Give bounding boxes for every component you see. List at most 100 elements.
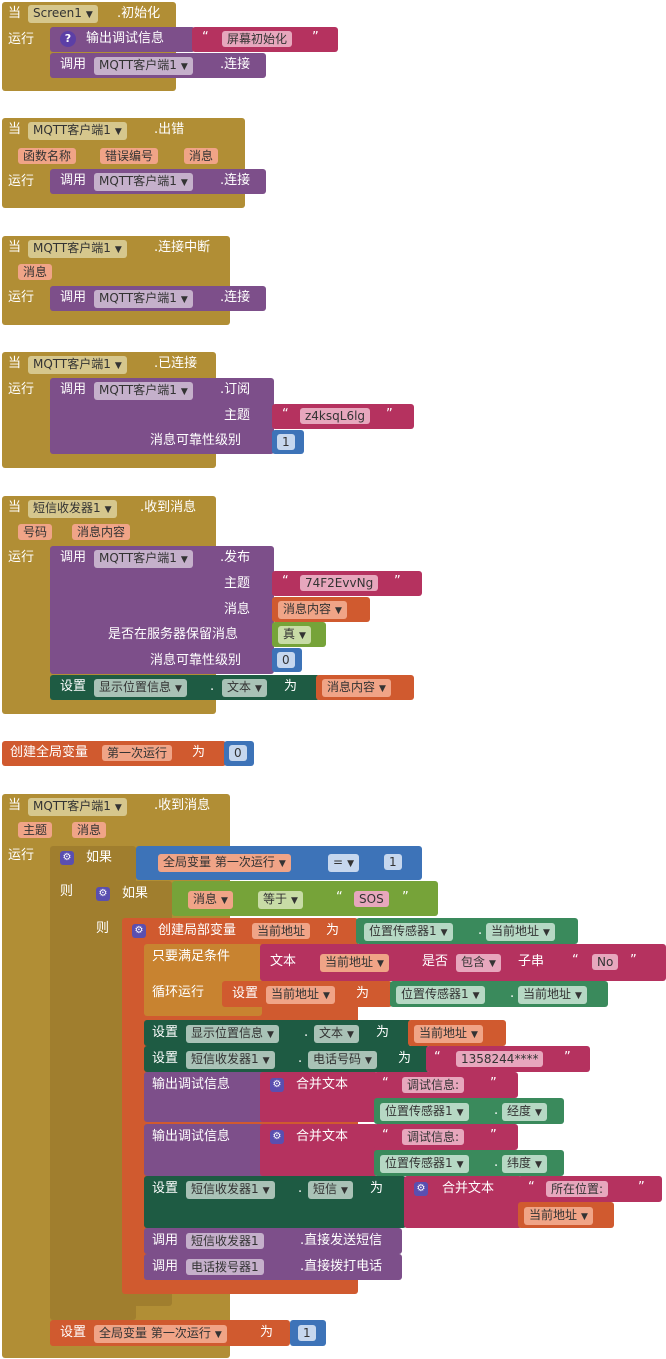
location-text-value[interactable]: 所在位置:	[546, 1181, 609, 1197]
final-set-block[interactable]: 设置 全局变量 第一次运行 ▼ 为	[50, 1320, 290, 1346]
msg-var-dropdown[interactable]: 消息内容 ▼	[278, 601, 347, 619]
set-phone-block[interactable]: 设置 短信收发器1 ▼ . 电话号码 ▼ 为	[144, 1046, 430, 1072]
location-getter-block[interactable]: 位置传感器1 ▼ . 当前地址 ▼	[356, 918, 578, 944]
gear-icon[interactable]: ⚙	[270, 1078, 284, 1092]
contains-block[interactable]: 文本 当前地址 ▼ 是否 包含 ▼ 子串 “ No ”	[260, 944, 666, 981]
set-sms-block[interactable]: 设置 短信收发器1 ▼ . 短信 ▼ 为	[144, 1176, 406, 1228]
call-connect-block[interactable]: 调用 MQTT客户端1 ▼ .连接	[50, 53, 266, 78]
event-block-mqtt-error[interactable]: 当 MQTT客户端1 ▼ .出错 函数名称 错误编号 消息 运行	[2, 118, 245, 208]
value-dropdown[interactable]: 当前地址 ▼	[414, 1025, 483, 1043]
property-dropdown[interactable]: 文本 ▼	[314, 1025, 359, 1043]
call-dial-block[interactable]: 调用 电话拨号器1 .直接拨打电话	[144, 1254, 402, 1280]
param-message-content[interactable]: 消息内容	[72, 524, 131, 540]
help-icon[interactable]: ?	[60, 31, 76, 47]
set-component-block[interactable]: 设置 显示位置信息 ▼ . 文本 ▼ 为	[50, 675, 320, 700]
client-dropdown[interactable]: MQTT客户端1 ▼	[94, 57, 193, 75]
topic-value[interactable]: z4ksqL6lg	[300, 408, 371, 424]
gear-icon[interactable]: ⚙	[60, 851, 74, 865]
param-function-name[interactable]: 函数名称	[18, 148, 77, 164]
loop-var-dropdown[interactable]: 当前地址 ▼	[266, 986, 335, 1004]
loop-set-block[interactable]: 设置 当前地址 ▼ 为	[222, 981, 392, 1007]
topic-text-block[interactable]: “ z4ksqL6lg ”	[272, 404, 414, 429]
message-var-ref[interactable]: 消息 ▼	[188, 891, 233, 909]
component-dropdown[interactable]: MQTT客户端1 ▼	[28, 122, 127, 140]
lng-getter[interactable]: 位置传感器1 ▼ . 经度 ▼	[374, 1098, 564, 1124]
join-lng-block[interactable]: ⚙ 合并文本	[260, 1072, 378, 1122]
text-compare-block[interactable]: 消息 ▼ 等于 ▼ “ SOS ”	[172, 881, 438, 916]
event-block-mqtt-disconnect[interactable]: 当 MQTT客户端1 ▼ .连接中断 消息 运行	[2, 236, 230, 325]
lat-getter[interactable]: 位置传感器1 ▼ . 纬度 ▼	[374, 1150, 564, 1176]
set-display-value[interactable]: 当前地址 ▼	[408, 1020, 506, 1046]
gear-icon[interactable]: ⚙	[414, 1182, 428, 1196]
param-topic[interactable]: 主题	[18, 822, 53, 838]
debug-text-value[interactable]: 调试信息:	[402, 1077, 465, 1093]
component-dropdown[interactable]: 短信收发器1 ▼	[186, 1051, 275, 1069]
component-dropdown[interactable]: 短信收发器1 ▼	[28, 500, 117, 518]
qos-number-block[interactable]: 0	[272, 648, 302, 672]
component-label[interactable]: 电话拨号器1	[186, 1259, 264, 1275]
global-var-block[interactable]: 创建全局变量 第一次运行 为	[2, 741, 226, 766]
param-error-number[interactable]: 错误编号	[100, 148, 159, 164]
debug-lng-block[interactable]: 输出调试信息	[144, 1072, 264, 1122]
param-message[interactable]: 消息	[184, 148, 219, 164]
property-dropdown[interactable]: 电话号码 ▼	[308, 1051, 377, 1069]
final-value[interactable]: 1	[298, 1325, 316, 1341]
phone-text-block[interactable]: “ 1358244**** ”	[426, 1046, 590, 1072]
call-send-sms-block[interactable]: 调用 短信收发器1 .直接发送短信	[144, 1228, 402, 1254]
sms-location-text[interactable]: “ 所在位置: ”	[518, 1176, 662, 1202]
global-var-name[interactable]: 第一次运行	[102, 745, 173, 761]
retain-bool-block[interactable]: 真 ▼	[272, 622, 326, 647]
param-message[interactable]: 消息	[72, 822, 107, 838]
property-dropdown[interactable]: 短信 ▼	[308, 1181, 353, 1199]
set-value-var-block[interactable]: 消息内容 ▼	[316, 675, 414, 700]
component-dropdown[interactable]: Screen1 ▼	[28, 5, 98, 23]
sensor-dropdown[interactable]: 位置传感器1 ▼	[380, 1155, 469, 1173]
client-dropdown[interactable]: MQTT客户端1 ▼	[94, 550, 193, 568]
component-dropdown[interactable]: 显示位置信息 ▼	[94, 679, 187, 697]
retain-dropdown[interactable]: 真 ▼	[278, 626, 311, 644]
sensor-dropdown[interactable]: 位置传感器1 ▼	[364, 923, 453, 941]
debug-text-value[interactable]: 调试信息:	[402, 1129, 465, 1145]
join-lat-block[interactable]: ⚙ 合并文本	[260, 1124, 378, 1176]
sms-address-var[interactable]: 当前地址 ▼	[518, 1202, 614, 1228]
client-dropdown[interactable]: MQTT客户端1 ▼	[94, 173, 193, 191]
sensor-prop-dropdown[interactable]: 当前地址 ▼	[518, 986, 587, 1004]
no-value[interactable]: No	[592, 954, 619, 970]
gear-icon[interactable]: ⚙	[96, 887, 110, 901]
debug-block[interactable]: ? 输出调试信息	[50, 27, 195, 52]
component-dropdown[interactable]: MQTT客户端1 ▼	[28, 798, 127, 816]
component-dropdown[interactable]: MQTT客户端1 ▼	[28, 240, 127, 258]
component-dropdown[interactable]: 显示位置信息 ▼	[186, 1025, 279, 1043]
debug-lng-text[interactable]: “ 调试信息: ”	[374, 1072, 518, 1098]
qos-number-block[interactable]: 1	[272, 430, 304, 454]
final-value-block[interactable]: 1	[290, 1320, 326, 1346]
text-block[interactable]: “ 屏幕初始化 ”	[192, 27, 338, 52]
local-var-name[interactable]: 当前地址	[252, 923, 311, 939]
text-value[interactable]: 屏幕初始化	[222, 31, 293, 47]
join-sms-block[interactable]: ⚙ 合并文本	[404, 1176, 522, 1228]
global-var-dropdown[interactable]: 全局变量 第一次运行 ▼	[94, 1325, 227, 1343]
call-subscribe-block[interactable]: 调用 MQTT客户端1 ▼ .订阅 主题 消息可靠性级别	[50, 378, 274, 454]
msg-var-block[interactable]: 消息内容 ▼	[272, 597, 370, 622]
qos-value[interactable]: 1	[277, 434, 295, 450]
text-compare-op[interactable]: 等于 ▼	[258, 891, 303, 909]
sensor-prop-dropdown[interactable]: 纬度 ▼	[502, 1155, 547, 1173]
component-dropdown[interactable]: 短信收发器1 ▼	[186, 1181, 275, 1199]
debug-lat-text[interactable]: “ 调试信息: ”	[374, 1124, 518, 1150]
client-dropdown[interactable]: MQTT客户端1 ▼	[94, 290, 193, 308]
gear-icon[interactable]: ⚙	[270, 1130, 284, 1144]
loop-location-getter[interactable]: 位置传感器1 ▼ . 当前地址 ▼	[390, 981, 608, 1007]
sos-value[interactable]: SOS	[354, 891, 389, 907]
component-dropdown[interactable]: MQTT客户端1 ▼	[28, 356, 127, 374]
param-message[interactable]: 消息	[18, 264, 53, 280]
qos-value[interactable]: 0	[277, 652, 295, 668]
sensor-dropdown[interactable]: 位置传感器1 ▼	[396, 986, 485, 1004]
topic-text-block[interactable]: “ 74F2EvvNg ”	[272, 571, 422, 596]
compare-value[interactable]: 1	[384, 854, 402, 870]
client-dropdown[interactable]: MQTT客户端1 ▼	[94, 382, 193, 400]
sensor-prop-dropdown[interactable]: 当前地址 ▼	[486, 923, 555, 941]
call-connect-block[interactable]: 调用 MQTT客户端1 ▼ .连接	[50, 169, 266, 194]
set-value-dropdown[interactable]: 消息内容 ▼	[322, 679, 391, 697]
call-publish-block[interactable]: 调用 MQTT客户端1 ▼ .发布 主题 消息 是否在服务器保留消息 消息可靠性级…	[50, 546, 274, 674]
global-var-ref[interactable]: 全局变量 第一次运行 ▼	[158, 854, 291, 872]
